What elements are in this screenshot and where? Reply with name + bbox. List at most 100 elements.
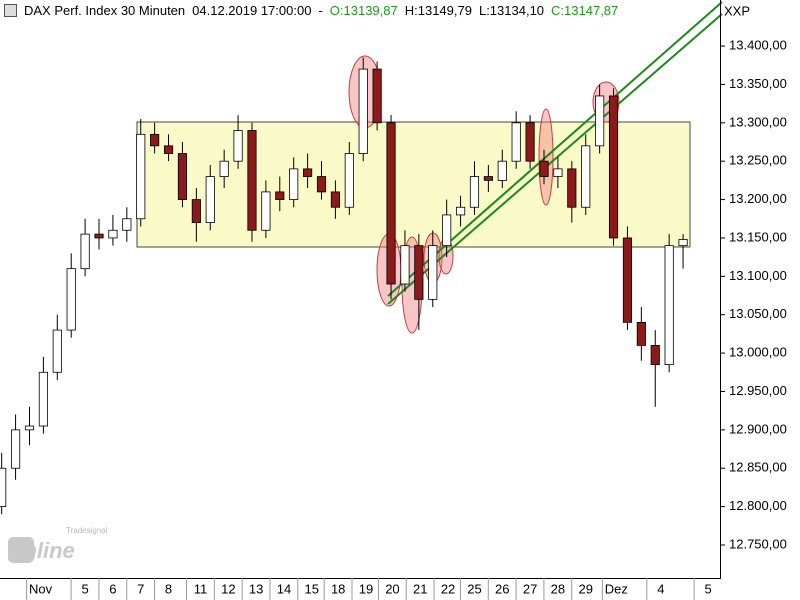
candle-body <box>372 68 382 124</box>
candle-body <box>455 206 466 216</box>
candle-body <box>539 160 549 177</box>
y-tick-label: 13.350,00 <box>729 76 787 91</box>
y-tick-label: 13.300,00 <box>729 114 787 129</box>
x-tick-label: 11 <box>194 581 208 596</box>
candle-body <box>400 245 410 285</box>
x-tick-label: 21 <box>413 581 427 596</box>
candle-body <box>414 245 424 300</box>
y-tick-label: 12.850,00 <box>729 460 787 475</box>
x-tick-label: 27 <box>523 581 537 596</box>
candle-body <box>469 176 480 208</box>
logo-box <box>8 537 34 563</box>
y-tick-label: 13.250,00 <box>729 153 787 168</box>
y-tick-label: 13.050,00 <box>729 306 787 321</box>
range-box <box>136 121 691 248</box>
logo: Tradesignal online <box>8 526 108 563</box>
chart-header: DAX Perf. Index 30 Minuten 04.12.2019 17… <box>4 3 625 18</box>
candle-body <box>150 133 160 147</box>
candle-body <box>678 239 688 247</box>
candle-body <box>261 191 271 231</box>
header-icon <box>4 4 17 17</box>
logo-name: online <box>10 538 75 563</box>
trend-line <box>387 1 723 297</box>
candle-body <box>497 160 507 181</box>
chart-title: DAX Perf. Index 30 Minuten <box>24 3 186 18</box>
y-tick-label: 13.150,00 <box>729 229 787 244</box>
y-tick-label: 12.900,00 <box>729 421 787 436</box>
candle-body <box>525 122 535 162</box>
y-tick-label: 12.950,00 <box>729 383 787 398</box>
candle-body <box>636 321 646 346</box>
x-tick-label: 5 <box>81 581 88 596</box>
candle-body <box>316 176 327 193</box>
candle-body <box>428 245 438 300</box>
x-tick-label: Dez <box>605 581 628 596</box>
x-tick-label: 15 <box>305 581 319 596</box>
separator: - <box>318 3 323 18</box>
y-tick-label: 13.200,00 <box>729 191 787 206</box>
candle-body <box>386 122 396 285</box>
candle-body <box>567 168 577 208</box>
candle-body <box>191 199 201 224</box>
y-tick-label: 13.100,00 <box>729 268 787 283</box>
high-value: H:13149,79 <box>404 3 472 18</box>
candle-body <box>289 168 299 200</box>
candle-body <box>66 268 76 331</box>
candle-body <box>80 233 90 270</box>
x-tick-label: 5 <box>704 581 711 596</box>
x-tick-label: 8 <box>165 581 172 596</box>
candle-body <box>219 160 229 177</box>
candle-body <box>275 191 285 200</box>
x-tick-label: Nov <box>29 581 53 596</box>
low-value: L:13134,10 <box>478 3 545 18</box>
candle-body <box>38 371 48 427</box>
candle-body <box>52 329 62 373</box>
x-tick-label: 14 <box>277 581 291 596</box>
candle-body <box>344 153 354 208</box>
x-tick-label: 6 <box>109 581 116 596</box>
candle-body <box>511 122 521 162</box>
x-tick-label: 13 <box>249 581 263 596</box>
x-tick-label: 12 <box>221 581 235 596</box>
candle-body <box>163 145 174 154</box>
candle-body <box>581 145 591 208</box>
candle-body <box>11 429 21 469</box>
candles <box>0 57 688 515</box>
candle-body <box>247 130 257 231</box>
candle-body <box>358 68 368 154</box>
close-value: C:13147,87 <box>551 3 619 18</box>
candle-body <box>595 95 605 147</box>
x-tick-label: 29 <box>578 581 592 596</box>
x-tick-label: 19 <box>359 581 373 596</box>
y-tick-label: 13.400,00 <box>729 37 787 52</box>
trend-line <box>387 13 723 305</box>
x-tick-label: 22 <box>441 581 455 596</box>
candle-body <box>233 130 243 162</box>
candle-body <box>24 425 35 431</box>
candle-body <box>0 467 7 508</box>
x-tick-label: 28 <box>551 581 565 596</box>
candle-body <box>205 176 215 224</box>
x-tick-label: 7 <box>137 581 144 596</box>
candle-body <box>177 153 188 200</box>
candle-body <box>330 191 340 208</box>
timestamp: 04.12.2019 17:00:00 <box>192 3 312 18</box>
candle-body <box>608 95 619 239</box>
y-tick-label: 12.750,00 <box>729 536 787 551</box>
x-tick-label: 18 <box>331 581 345 596</box>
logo-brand: Tradesignal <box>66 526 108 535</box>
candle-body <box>622 237 633 323</box>
x-tick-label: 25 <box>467 581 481 596</box>
x-tick-label: 26 <box>495 581 509 596</box>
candle-body <box>303 168 313 177</box>
y-tick-label: 12.800,00 <box>729 498 787 513</box>
candle-body <box>650 345 660 366</box>
x-tick-label: 20 <box>385 581 399 596</box>
candle-body <box>483 176 493 181</box>
x-tick-label: 4 <box>657 581 664 596</box>
candle-body <box>442 214 452 247</box>
open-value: O:13139,87 <box>329 3 398 18</box>
candle-body <box>94 233 104 239</box>
